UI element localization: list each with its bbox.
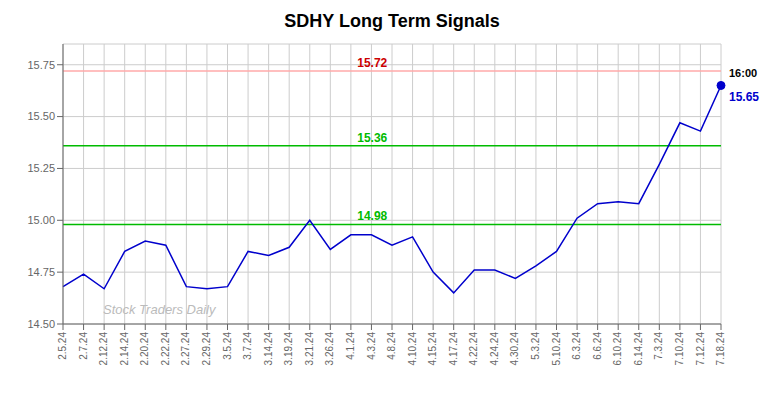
svg-text:4.8.24: 4.8.24 — [386, 332, 397, 360]
svg-text:7.12.24: 7.12.24 — [695, 332, 706, 366]
svg-text:4.30.24: 4.30.24 — [509, 332, 520, 366]
svg-text:2.29.24: 2.29.24 — [201, 332, 212, 366]
svg-text:3.19.24: 3.19.24 — [283, 332, 294, 366]
svg-text:5.3.24: 5.3.24 — [530, 332, 541, 360]
svg-text:16:00: 16:00 — [729, 67, 757, 79]
svg-text:2.5.24: 2.5.24 — [57, 332, 68, 360]
html-text:Stock Traders Daily: Stock Traders Daily — [103, 302, 216, 317]
svg-text:15.75: 15.75 — [27, 59, 55, 71]
svg-text:2.14.24: 2.14.24 — [119, 332, 130, 366]
svg-text:14.50: 14.50 — [27, 318, 55, 330]
svg-text:2.20.24: 2.20.24 — [139, 332, 150, 366]
svg-text:15.25: 15.25 — [27, 162, 55, 174]
svg-text:4.15.24: 4.15.24 — [427, 332, 438, 366]
svg-text:4.24.24: 4.24.24 — [489, 332, 500, 366]
svg-text:15.50: 15.50 — [27, 110, 55, 122]
svg-text:7.10.24: 7.10.24 — [674, 332, 685, 366]
svg-text:4.1.24: 4.1.24 — [345, 332, 356, 360]
svg-text:4.3.24: 4.3.24 — [366, 332, 377, 360]
svg-text:3.21.24: 3.21.24 — [304, 332, 315, 366]
svg-text:2.22.24: 2.22.24 — [160, 332, 171, 366]
svg-text:7.3.24: 7.3.24 — [653, 332, 664, 360]
svg-text:5.10.24: 5.10.24 — [551, 332, 562, 366]
svg-text:3.26.24: 3.26.24 — [324, 332, 335, 366]
svg-text:14.75: 14.75 — [27, 266, 55, 278]
svg-text:2.7.24: 2.7.24 — [78, 332, 89, 360]
svg-text:4.10.24: 4.10.24 — [407, 332, 418, 366]
svg-text:15.00: 15.00 — [27, 214, 55, 226]
svg-text:6.6.24: 6.6.24 — [592, 332, 603, 360]
svg-text:14.98: 14.98 — [357, 209, 387, 223]
svg-text:6.3.24: 6.3.24 — [571, 332, 582, 360]
svg-text:15.65: 15.65 — [729, 90, 759, 104]
svg-text:7.18.24: 7.18.24 — [715, 332, 726, 366]
html-text:SDHY Long Term Signals: SDHY Long Term Signals — [284, 11, 500, 31]
svg-text:3.14.24: 3.14.24 — [263, 332, 274, 366]
svg-text:4.22.24: 4.22.24 — [468, 332, 479, 366]
svg-text:2.27.24: 2.27.24 — [180, 332, 191, 366]
svg-text:3.7.24: 3.7.24 — [242, 332, 253, 360]
svg-text:4.17.24: 4.17.24 — [448, 332, 459, 366]
svg-text:6.14.24: 6.14.24 — [633, 332, 644, 366]
svg-text:15.72: 15.72 — [357, 56, 387, 70]
svg-text:2.12.24: 2.12.24 — [98, 332, 109, 366]
svg-text:3.5.24: 3.5.24 — [222, 332, 233, 360]
svg-text:6.10.24: 6.10.24 — [612, 332, 623, 366]
svg-text:15.36: 15.36 — [357, 131, 387, 145]
